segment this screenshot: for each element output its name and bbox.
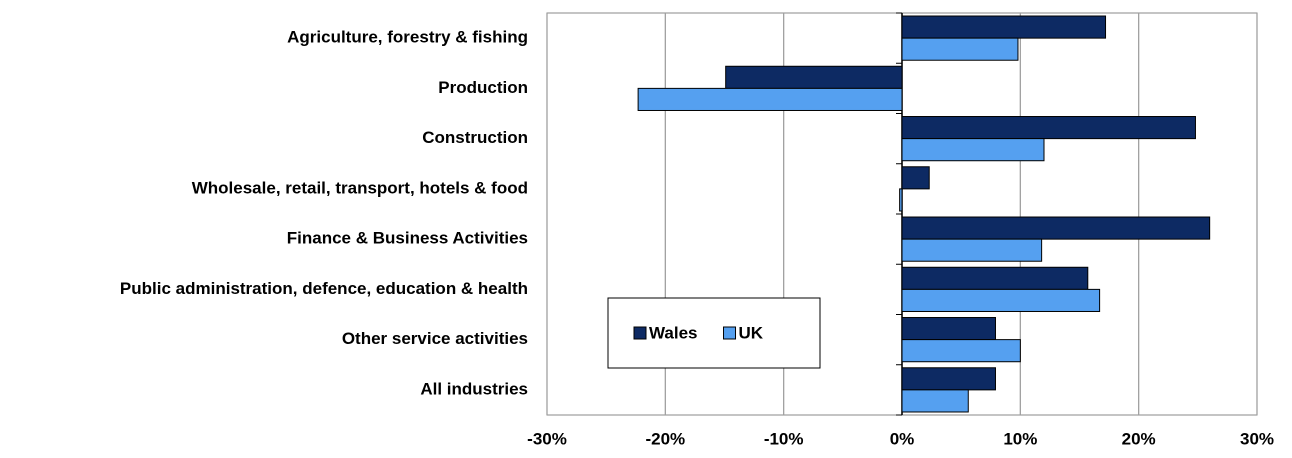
legend-swatch [723,326,737,340]
x-tick-label: -10% [764,429,804,448]
bar [901,166,930,190]
bar [901,216,1211,240]
x-tick-label: 0% [890,429,915,448]
y-tick-label: Other service activities [342,329,528,348]
bar [901,367,996,391]
y-tick-label: Production [438,78,528,97]
y-tick-label: Agriculture, forestry & fishing [287,28,528,47]
bar [899,188,903,212]
bar [901,116,1196,140]
legend-label: UK [739,323,764,342]
bar [725,65,903,89]
bar [901,288,1101,312]
y-tick-label: Wholesale, retail, transport, hotels & f… [192,178,528,197]
bar [901,15,1107,39]
legend-label: Wales [649,323,698,342]
bar [901,37,1019,61]
bar [901,238,1043,262]
y-tick-label: All industries [420,379,528,398]
bar [901,266,1089,290]
bar [901,138,1045,162]
y-tick-label: Public administration, defence, educatio… [120,279,528,298]
legend-swatch [633,326,647,340]
x-tick-label: 20% [1122,429,1156,448]
x-tick-label: 10% [1003,429,1037,448]
x-tick-label: -20% [645,429,685,448]
y-tick-label: Finance & Business Activities [287,229,528,248]
bar [901,339,1021,363]
x-tick-label: -30% [527,429,567,448]
bar [637,87,903,111]
y-tick-label: Construction [422,128,528,147]
x-tick-label: 30% [1240,429,1274,448]
bar [901,389,969,413]
bar [901,317,996,341]
